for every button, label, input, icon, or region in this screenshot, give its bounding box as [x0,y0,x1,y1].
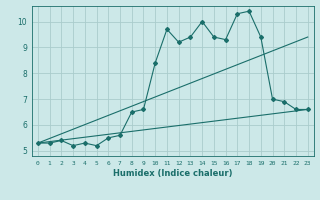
X-axis label: Humidex (Indice chaleur): Humidex (Indice chaleur) [113,169,233,178]
